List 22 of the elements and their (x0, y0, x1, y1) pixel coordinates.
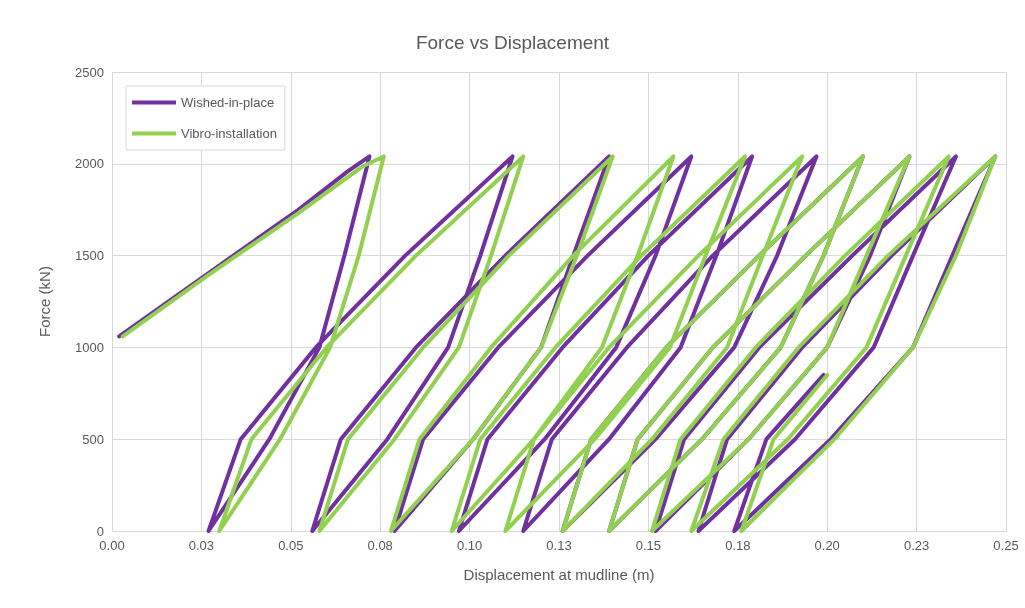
x-tick-label: 0.23 (903, 538, 930, 553)
x-tick-label: 0.13 (546, 538, 572, 553)
y-tick-label: 2500 (75, 64, 104, 80)
legend-label: Wished-in-place (181, 95, 275, 110)
x-tick-label: 0.08 (367, 538, 393, 553)
y-tick-label: 1500 (75, 248, 104, 264)
x-axis-title: Displacement at mudline (m) (463, 566, 655, 583)
x-tick-label: 0.15 (635, 538, 662, 553)
y-tick-label: 2000 (75, 156, 104, 172)
x-tick-label: 0.00 (99, 538, 125, 553)
x-tick-label: 0.20 (814, 538, 840, 553)
x-tick-label: 0.05 (278, 538, 304, 553)
x-tick-label: 0.03 (188, 538, 215, 553)
chart-title: Force vs Displacement (415, 32, 610, 53)
legend-label: Vibro-installation (181, 126, 277, 141)
y-tick-label: 1000 (75, 339, 104, 355)
y-tick-label: 500 (82, 431, 104, 447)
y-axis-title: Force (kN) (36, 266, 53, 337)
x-tick-label: 0.10 (456, 538, 483, 553)
x-tick-label: 0.25 (993, 538, 1019, 553)
x-tick-label: 0.18 (725, 538, 751, 553)
y-tick-label: 0 (96, 523, 104, 539)
